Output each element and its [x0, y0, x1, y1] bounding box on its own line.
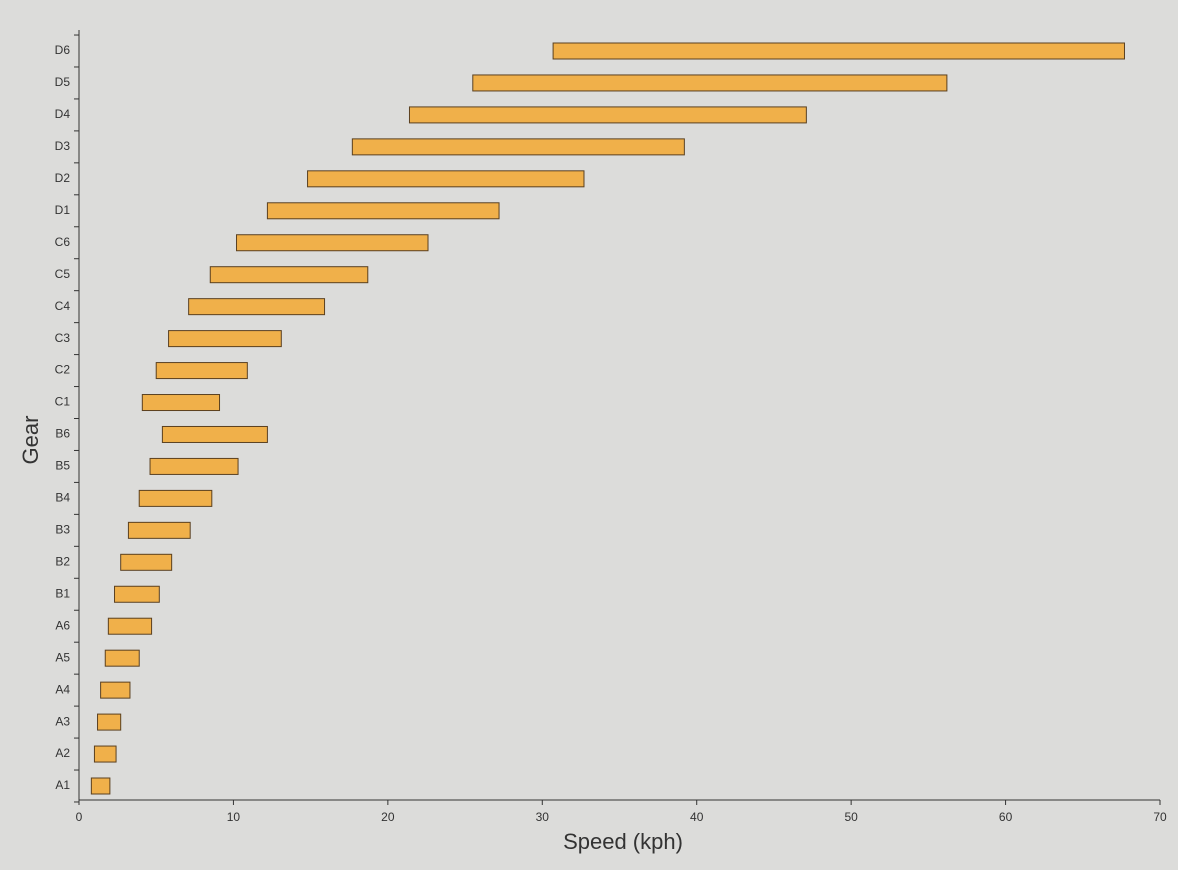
y-tick-label: D5	[55, 75, 71, 89]
y-tick-label: A2	[55, 746, 70, 760]
bar	[104, 649, 140, 667]
y-tick-label: A3	[55, 714, 70, 728]
x-tick-label: 50	[844, 810, 858, 824]
bar	[97, 713, 122, 731]
y-tick-label: B1	[55, 586, 70, 600]
y-axis-label: Gear	[18, 416, 43, 465]
bar	[209, 266, 369, 284]
bar	[114, 585, 160, 603]
y-tick-label: B3	[55, 523, 70, 537]
x-tick-label: 0	[76, 810, 83, 824]
bar	[408, 106, 807, 124]
bar	[127, 521, 191, 539]
y-tick-label: C4	[55, 299, 71, 313]
bar	[107, 617, 153, 635]
x-tick-label: 40	[690, 810, 704, 824]
y-tick-label: D2	[55, 171, 71, 185]
y-tick-label: B2	[55, 554, 70, 568]
y-tick-label: C5	[55, 267, 71, 281]
y-tick-label: A1	[55, 778, 70, 792]
x-tick-label: 60	[999, 810, 1013, 824]
bar	[100, 681, 131, 699]
y-tick-label: C2	[55, 363, 71, 377]
y-tick-label: D3	[55, 139, 71, 153]
y-tick-label: A4	[55, 682, 70, 696]
bar	[307, 170, 585, 188]
y-tick-label: B6	[55, 427, 70, 441]
bar	[266, 202, 500, 220]
y-tick-label: B5	[55, 459, 70, 473]
y-tick-label: C3	[55, 331, 71, 345]
bar	[149, 457, 239, 475]
x-tick-label: 70	[1153, 810, 1167, 824]
bar	[472, 74, 948, 92]
bar	[90, 777, 111, 795]
x-tick-label: 10	[227, 810, 241, 824]
y-tick-label: A6	[55, 618, 70, 632]
bar	[552, 42, 1125, 60]
y-tick-label: C6	[55, 235, 71, 249]
x-axis-label: Speed (kph)	[563, 829, 683, 854]
bar	[161, 425, 268, 443]
bar	[236, 234, 429, 252]
y-tick-label: A5	[55, 650, 70, 664]
y-tick-label: D6	[55, 43, 71, 57]
bar	[141, 394, 221, 412]
y-tick-label: C1	[55, 395, 71, 409]
x-tick-label: 30	[536, 810, 550, 824]
bar	[120, 553, 173, 571]
bar	[138, 489, 213, 507]
bar	[351, 138, 685, 156]
bar	[155, 362, 248, 380]
bar	[188, 298, 326, 316]
x-tick-label: 20	[381, 810, 395, 824]
y-tick-label: B4	[55, 491, 70, 505]
y-tick-label: D4	[55, 107, 71, 121]
bar	[168, 330, 282, 348]
bar	[93, 745, 117, 763]
y-tick-label: D1	[55, 203, 71, 217]
